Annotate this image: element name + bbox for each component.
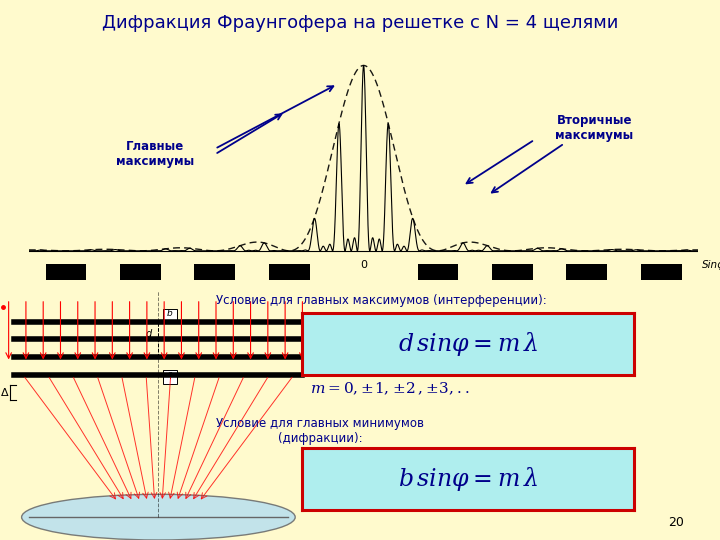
- Bar: [45, 264, 86, 280]
- Text: Условие для главных минимумов
(дифракции):: Условие для главных минимумов (дифракции…: [216, 417, 424, 445]
- Bar: [120, 264, 161, 280]
- Text: Δ: Δ: [1, 388, 8, 398]
- Text: Sinφ: Sinφ: [702, 260, 720, 270]
- Text: b: b: [167, 309, 173, 318]
- Text: Главные
максимумы: Главные максимумы: [116, 140, 194, 168]
- Bar: [269, 264, 310, 280]
- Ellipse shape: [22, 494, 295, 540]
- Bar: [194, 264, 235, 280]
- Bar: [163, 370, 177, 384]
- Text: $b\,sin\varphi = m\,\lambda$: $b\,sin\varphi = m\,\lambda$: [398, 465, 538, 493]
- Bar: [641, 264, 682, 280]
- Text: φ: φ: [168, 370, 172, 379]
- Text: Вторичные
максимумы: Вторичные максимумы: [555, 114, 634, 143]
- Text: $d\,sin\varphi = m\,\lambda$: $d\,sin\varphi = m\,\lambda$: [398, 330, 538, 358]
- Text: Дифракция Фраунгофера на решетке с N = 4 щелями: Дифракция Фраунгофера на решетке с N = 4…: [102, 14, 618, 31]
- Bar: [163, 309, 177, 323]
- Text: 0: 0: [360, 260, 367, 270]
- Bar: [492, 264, 533, 280]
- Text: Условие для главных максимумов (интерференции):: Условие для главных максимумов (интерфер…: [216, 294, 546, 307]
- Text: 20: 20: [668, 516, 684, 529]
- Text: d: d: [145, 329, 151, 339]
- Bar: [567, 264, 607, 280]
- Bar: [418, 264, 459, 280]
- Text: $m = 0,\!\pm\!1,\!\pm\!2\,,\!\pm\!3,..$: $m = 0,\!\pm\!1,\!\pm\!2\,,\!\pm\!3,..$: [310, 381, 469, 397]
